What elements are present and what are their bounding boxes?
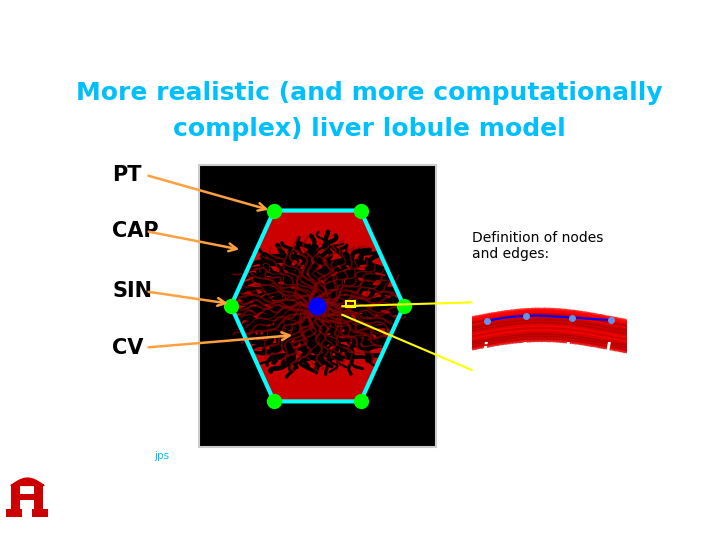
Text: l: l bbox=[605, 342, 611, 360]
Text: j: j bbox=[520, 342, 526, 360]
Polygon shape bbox=[231, 211, 404, 401]
Text: jps: jps bbox=[154, 451, 169, 462]
Text: More realistic (and more computationally: More realistic (and more computationally bbox=[76, 82, 662, 105]
Text: complex) liver lobule model: complex) liver lobule model bbox=[173, 117, 565, 141]
Bar bbox=[346, 301, 356, 307]
Text: CV: CV bbox=[112, 338, 144, 357]
Bar bbox=[11, 485, 20, 514]
Text: k: k bbox=[564, 342, 575, 360]
Text: PT: PT bbox=[112, 165, 142, 185]
Text: SIN: SIN bbox=[112, 281, 153, 301]
Bar bbox=[11, 494, 43, 500]
Bar bbox=[32, 509, 48, 516]
Bar bbox=[6, 509, 22, 516]
Text: Definition of nodes
and edges:: Definition of nodes and edges: bbox=[472, 231, 603, 261]
Text: CAP: CAP bbox=[112, 221, 159, 241]
Bar bbox=[199, 165, 436, 447]
Text: i: i bbox=[481, 342, 487, 360]
Bar bbox=[34, 485, 43, 514]
